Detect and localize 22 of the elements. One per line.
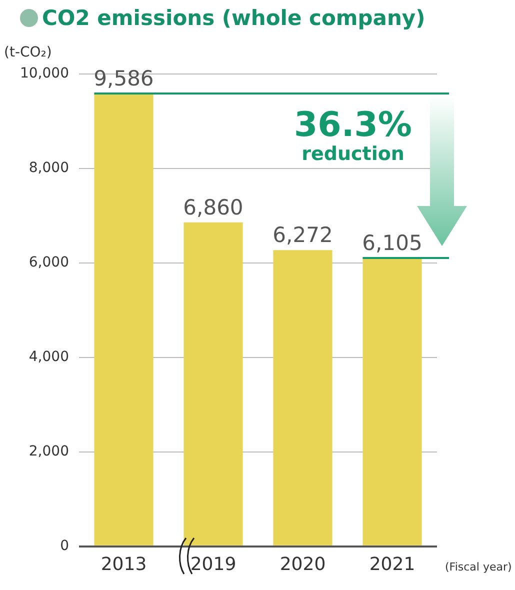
chart-title: CO2 emissions (whole company) — [42, 6, 426, 30]
data-label: 6,860 — [183, 195, 244, 220]
data-label: 6,105 — [362, 230, 422, 255]
x-tick-label: 2013 — [100, 554, 147, 575]
x-tick-label: 2019 — [190, 554, 236, 575]
bar — [273, 250, 332, 546]
annotation: 36.3% reduction — [294, 105, 412, 165]
y-tick-label: 0 — [60, 538, 69, 554]
x-axis-title: (Fiscal year) — [445, 560, 512, 574]
y-tick-label: 4,000 — [28, 349, 69, 366]
x-tick-label: 2020 — [280, 554, 326, 575]
data-label: 6,272 — [272, 223, 333, 248]
bar — [362, 258, 422, 546]
y-tick-label: 2,000 — [28, 444, 69, 460]
y-tick-label: 10,000 — [20, 66, 69, 82]
bar — [184, 222, 243, 546]
y-tick-label: 8,000 — [28, 160, 69, 176]
bar — [94, 94, 154, 546]
y-tick-label: 6,000 — [28, 254, 69, 271]
x-tick-label: 2021 — [369, 554, 416, 575]
y-axis-title: (t-CO₂) — [4, 44, 52, 61]
data-label: 9,586 — [94, 66, 154, 91]
